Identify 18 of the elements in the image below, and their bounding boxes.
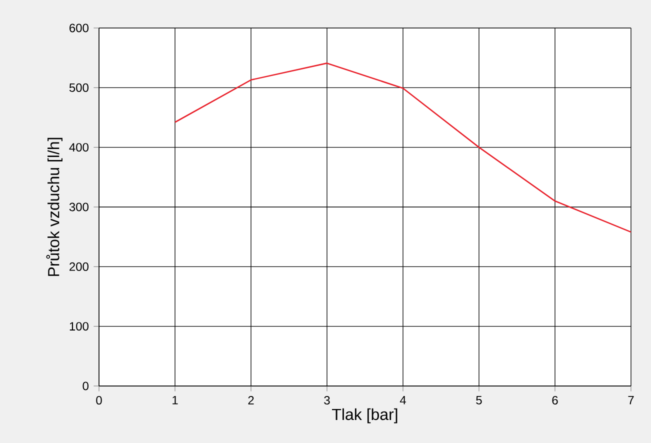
- y-tick-label: 100: [70, 322, 88, 331]
- y-tick-label: 0: [82, 382, 88, 390]
- y-tick-label: 500: [69, 83, 88, 92]
- x-tick-label: 1: [172, 396, 178, 404]
- x-tick-label: 2: [248, 396, 254, 404]
- y-tick-label: 300: [69, 202, 88, 212]
- x-tick-label: 7: [628, 396, 634, 404]
- line-series: [174, 62, 631, 233]
- x-tick-label: 5: [476, 396, 482, 404]
- y-axis-title: Průtok vzduchu [l/h]: [46, 138, 62, 276]
- x-tick-label: 6: [552, 396, 558, 405]
- y-tick-label: 600: [70, 24, 88, 32]
- x-tick-label: 0: [96, 396, 102, 405]
- y-tick-label: 400: [69, 143, 88, 152]
- y-tick-label: 200: [70, 262, 88, 271]
- x-axis-title: Tlak [bar]: [332, 408, 398, 424]
- x-tick-label: 4: [400, 396, 406, 404]
- x-tick-label: 3: [324, 396, 330, 405]
